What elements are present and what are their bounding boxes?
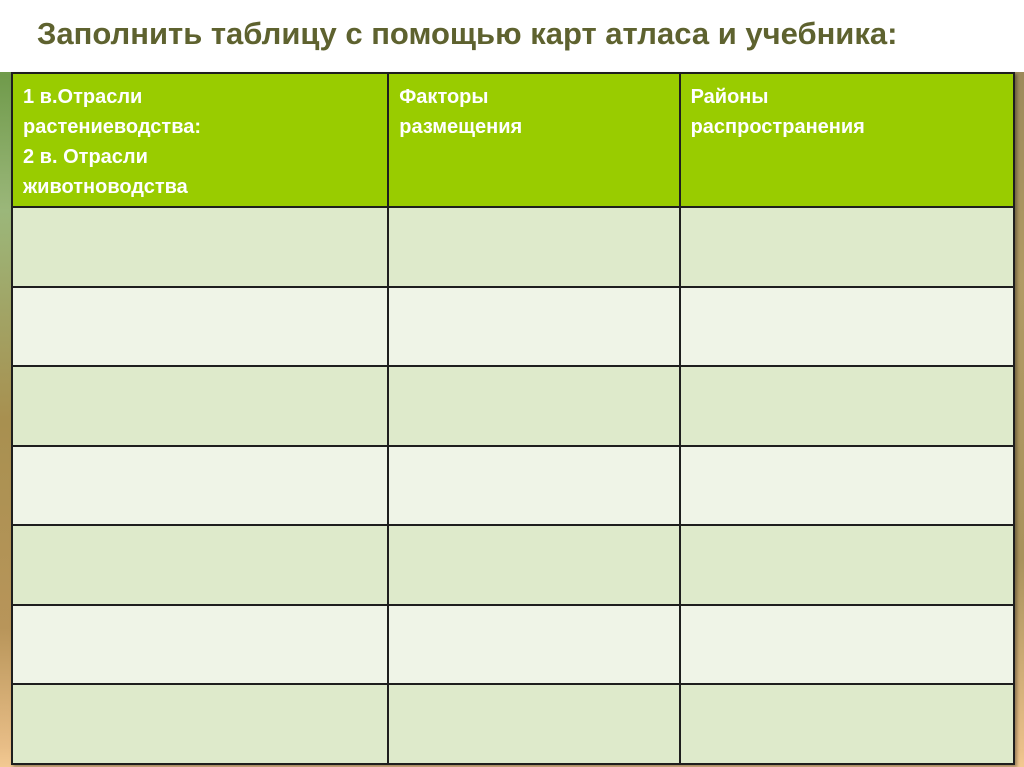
table-cell[interactable] bbox=[678, 285, 1016, 367]
table-cell[interactable] bbox=[10, 444, 390, 526]
table-cell[interactable] bbox=[678, 365, 1016, 447]
table-cell[interactable] bbox=[678, 524, 1016, 606]
title-band bbox=[0, 0, 1024, 72]
table-cell[interactable] bbox=[387, 285, 681, 367]
table-cell[interactable] bbox=[10, 603, 390, 685]
table-cell[interactable] bbox=[387, 365, 681, 447]
slide-title: Заполнить таблицу с помощью карт атласа … bbox=[37, 16, 898, 51]
background-photo-left bbox=[0, 72, 14, 767]
header-line: животноводства bbox=[23, 176, 188, 198]
table-cell[interactable] bbox=[10, 365, 390, 447]
table-cell[interactable] bbox=[10, 524, 390, 606]
table-cell[interactable] bbox=[387, 444, 681, 526]
table-row bbox=[10, 683, 1016, 765]
header-factors: Факторы размещения bbox=[387, 72, 681, 208]
table-cell[interactable] bbox=[387, 683, 681, 765]
header-line: растениеводства: bbox=[23, 116, 202, 138]
table-cell[interactable] bbox=[387, 603, 681, 685]
table-row bbox=[10, 206, 1016, 288]
header-line: Районы bbox=[690, 86, 769, 108]
table-row bbox=[10, 524, 1016, 606]
header-sectors: 1 в.Отрасли растениеводства: 2 в. Отрасл… bbox=[10, 72, 390, 208]
table-cell[interactable] bbox=[10, 285, 390, 367]
header-line: распространения bbox=[690, 116, 865, 138]
header-line: Факторы bbox=[399, 86, 489, 108]
header-line: 1 в.Отрасли bbox=[23, 86, 143, 108]
header-line: размещения bbox=[399, 116, 523, 138]
table-cell[interactable] bbox=[678, 603, 1016, 685]
table-cell[interactable] bbox=[10, 683, 390, 765]
table-row bbox=[10, 444, 1016, 526]
header-row: 1 в.Отрасли растениеводства: 2 в. Отрасл… bbox=[10, 72, 1016, 208]
header-regions: Районы распространения bbox=[678, 72, 1016, 208]
header-line: 2 в. Отрасли bbox=[23, 146, 148, 168]
table-row bbox=[10, 285, 1016, 367]
worksheet-table: 1 в.Отрасли растениеводства: 2 в. Отрасл… bbox=[10, 72, 1016, 765]
table-cell[interactable] bbox=[10, 206, 390, 288]
table-cell[interactable] bbox=[387, 206, 681, 288]
table-cell[interactable] bbox=[678, 206, 1016, 288]
table-cell[interactable] bbox=[678, 683, 1016, 765]
table-row bbox=[10, 603, 1016, 685]
table-cell[interactable] bbox=[387, 524, 681, 606]
table-cell[interactable] bbox=[678, 444, 1016, 526]
table-row bbox=[10, 365, 1016, 447]
